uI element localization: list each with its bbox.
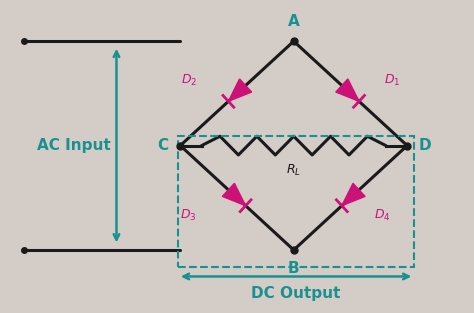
Text: A: A — [288, 14, 300, 29]
Text: D: D — [419, 138, 432, 153]
Text: AC Input: AC Input — [37, 138, 111, 153]
Text: C: C — [157, 138, 168, 153]
Text: $D_4$: $D_4$ — [374, 208, 391, 223]
Polygon shape — [342, 183, 365, 206]
Text: $R_L$: $R_L$ — [286, 163, 301, 178]
Polygon shape — [228, 79, 252, 101]
Text: $D_2$: $D_2$ — [181, 73, 197, 88]
Text: $D_1$: $D_1$ — [383, 73, 400, 88]
Polygon shape — [336, 79, 359, 101]
Bar — [178, 136, 414, 267]
Polygon shape — [222, 183, 246, 206]
Text: $D_3$: $D_3$ — [180, 208, 197, 223]
Text: B: B — [288, 261, 300, 276]
Text: DC Output: DC Output — [251, 286, 341, 301]
